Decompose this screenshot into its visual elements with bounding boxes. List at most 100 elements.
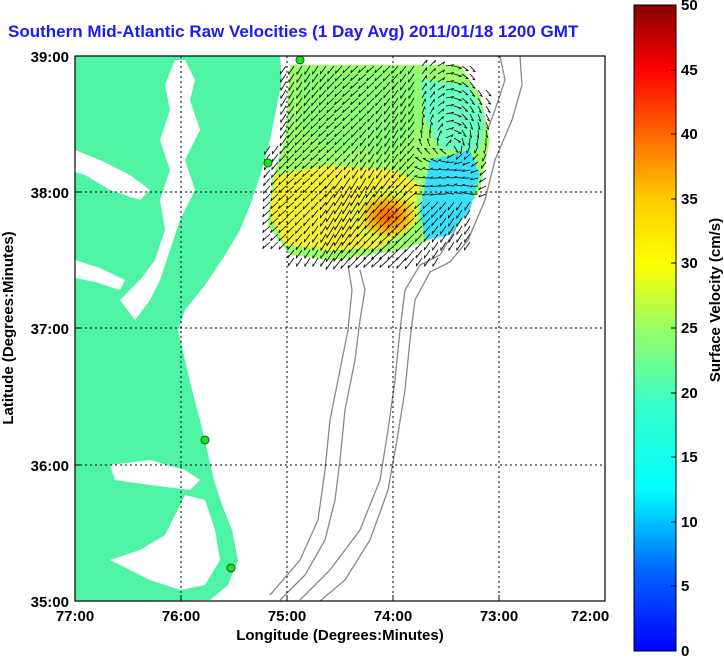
velocity-arrow — [453, 97, 462, 101]
velocity-arrow-head — [421, 193, 425, 196]
velocity-arrow — [406, 161, 415, 170]
velocity-arrow — [304, 257, 311, 267]
velocity-arrow — [348, 241, 359, 254]
map-title: Southern Mid-Atlantic Raw Velocities (1 … — [8, 22, 579, 41]
velocity-arrow — [295, 129, 303, 138]
velocity-arrow — [469, 121, 474, 130]
velocity-arrow — [469, 89, 476, 97]
velocity-arrow — [302, 153, 311, 161]
velocity-arrow-head — [278, 238, 281, 242]
velocity-arrow — [271, 169, 279, 178]
velocity-arrow-head — [487, 102, 492, 105]
velocity-arrow — [469, 81, 476, 89]
velocity-arrow — [431, 233, 439, 243]
velocity-arrow — [295, 121, 303, 131]
velocity-arrow — [294, 137, 303, 146]
velocity-arrow-head — [327, 78, 329, 82]
velocity-arrow-head — [434, 83, 436, 87]
y-tick-label: 38:00 — [31, 185, 69, 202]
velocity-arrow — [415, 233, 423, 242]
velocity-arrow — [469, 105, 475, 114]
velocity-arrow — [440, 241, 447, 251]
york-river — [75, 260, 125, 290]
velocity-arrow-head — [302, 173, 304, 177]
velocity-arrow — [445, 96, 454, 99]
velocity-arrow-head — [271, 174, 273, 178]
velocity-arrow-head — [458, 67, 462, 70]
velocity-arrow — [445, 80, 454, 83]
velocity-arrow — [312, 233, 319, 243]
velocity-arrow — [352, 161, 359, 171]
velocity-arrow-head — [303, 222, 305, 226]
velocity-arrow — [373, 177, 383, 190]
velocity-arrow — [286, 153, 295, 162]
velocity-arrow — [318, 177, 327, 186]
velocity-arrow — [271, 145, 279, 155]
velocity-arrow — [311, 193, 319, 202]
velocity-arrow — [387, 225, 399, 236]
velocity-arrow-head — [318, 133, 320, 137]
velocity-arrow-head — [358, 85, 360, 89]
velocity-arrow — [327, 81, 335, 90]
velocity-arrow — [262, 201, 271, 210]
velocity-arrow — [414, 166, 423, 171]
velocity-arrow — [318, 97, 327, 106]
potomac-river — [75, 150, 150, 200]
velocity-arrow-head — [374, 69, 377, 74]
colorbar-tick-label: 5 — [681, 578, 689, 595]
velocity-arrow — [318, 113, 327, 122]
velocity-arrow — [286, 209, 295, 218]
velocity-arrow-head — [465, 94, 469, 96]
velocity-arrow-head — [479, 94, 483, 97]
velocity-arrow — [334, 193, 343, 207]
velocity-arrow — [279, 153, 287, 162]
velocity-arrow-head — [478, 111, 482, 114]
velocity-arrow-head — [375, 94, 377, 98]
velocity-arrow — [456, 241, 463, 251]
velocity-arrow-head — [302, 141, 305, 146]
velocity-arrow-head — [403, 224, 406, 228]
radar-station-marker — [295, 56, 305, 65]
velocity-arrow — [310, 137, 319, 145]
velocity-arrow — [311, 217, 319, 227]
velocity-arrow — [294, 169, 303, 177]
velocity-arrow-head — [335, 70, 337, 74]
velocity-arrow-head — [358, 110, 361, 114]
velocity-arrow — [484, 145, 487, 154]
velocity-arrow — [439, 201, 447, 211]
velocity-arrow — [485, 129, 488, 138]
x-tick-label: 72:00 — [571, 608, 609, 625]
velocity-arrow-head — [326, 158, 329, 162]
velocity-arrow-head — [464, 126, 468, 129]
velocity-arrow — [333, 185, 343, 198]
velocity-arrow — [327, 73, 335, 82]
velocity-arrow — [391, 153, 399, 163]
velocity-arrow — [426, 138, 431, 147]
velocity-arrow — [286, 185, 295, 193]
velocity-arrow-head — [302, 181, 304, 185]
velocity-arrow — [350, 81, 359, 89]
velocity-arrow — [400, 81, 407, 91]
velocity-arrow — [350, 185, 359, 199]
velocity-arrow — [429, 98, 435, 107]
velocity-arrow-head — [437, 167, 441, 170]
velocity-arrow-head — [458, 116, 462, 118]
velocity-arrow-head — [387, 216, 390, 220]
velocity-arrow-head — [262, 245, 264, 249]
velocity-arrow — [383, 73, 391, 82]
velocity-arrow-head — [467, 143, 470, 147]
velocity-arrow — [447, 201, 455, 211]
velocity-arrow-head — [278, 213, 280, 217]
velocity-arrow-head — [463, 156, 466, 160]
velocity-arrow — [294, 145, 303, 154]
velocity-arrow — [327, 65, 335, 75]
velocity-arrow — [445, 161, 455, 164]
velocity-arrow-head — [463, 134, 467, 138]
x-tick-label: 75:00 — [268, 608, 306, 625]
velocity-arrow-head — [434, 68, 436, 72]
velocity-arrow-head — [294, 189, 296, 193]
velocity-arrow-head — [469, 135, 472, 139]
velocity-arrow-head — [423, 222, 425, 226]
velocity-arrow-head — [334, 93, 337, 98]
velocity-arrow — [295, 105, 303, 115]
